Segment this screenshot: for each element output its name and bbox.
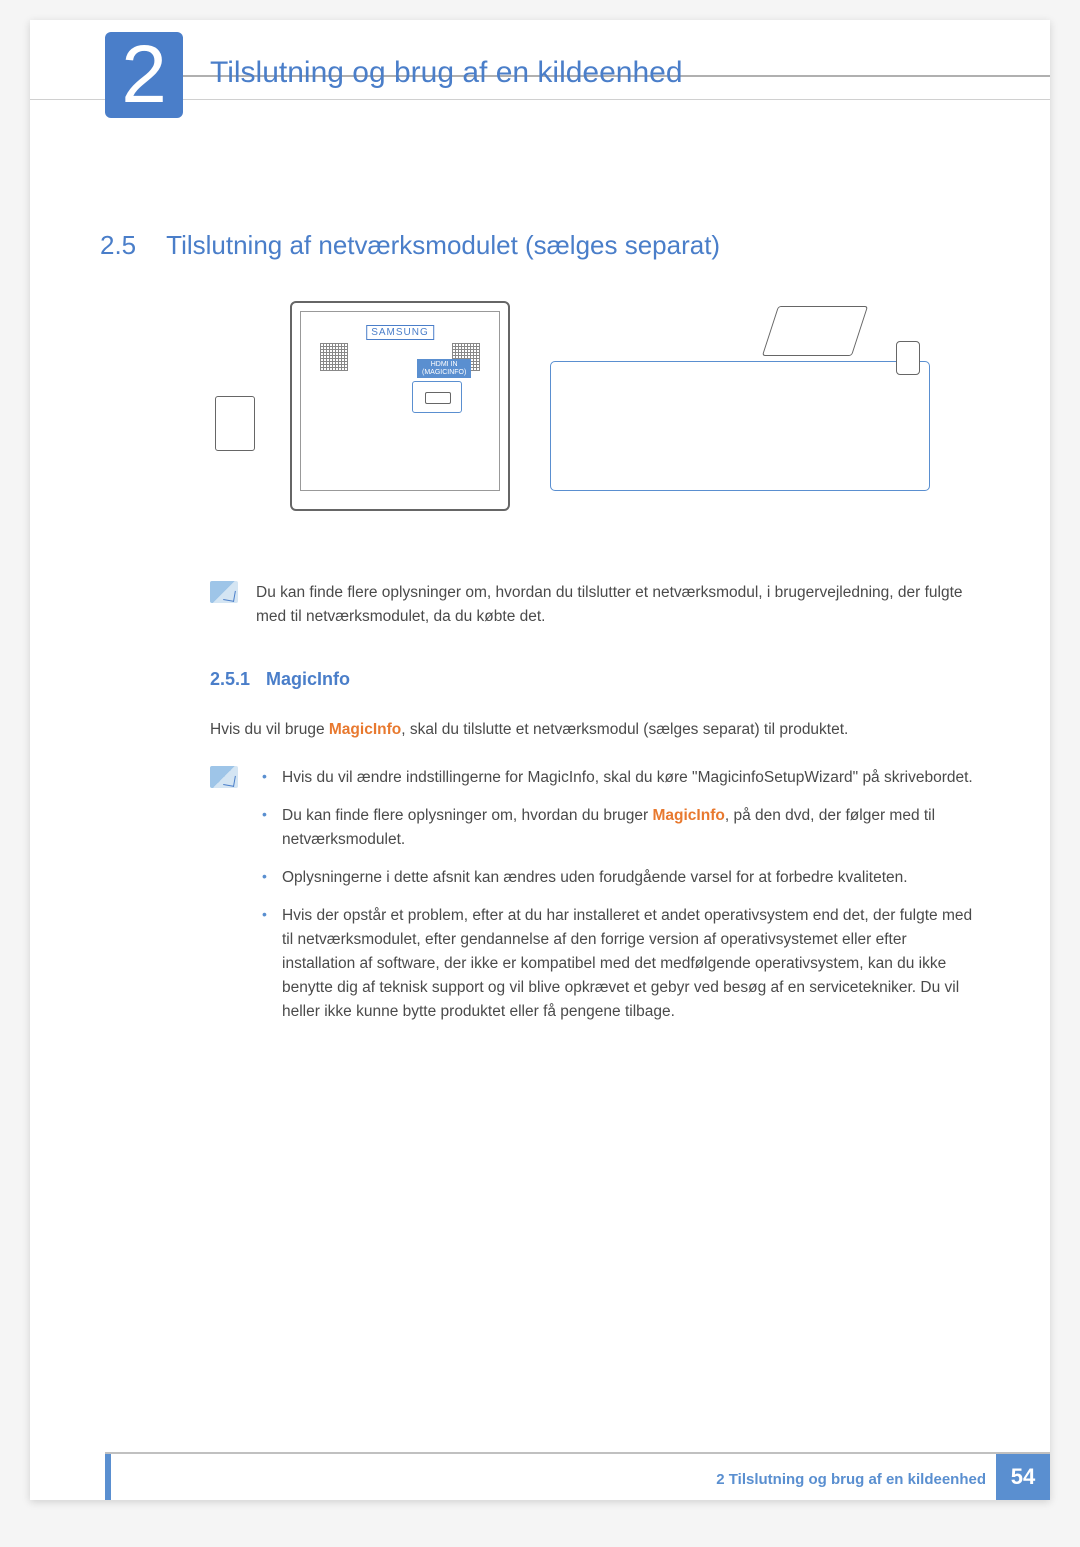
hdmi-port-label: HDMI IN (MAGICINFO)	[417, 359, 471, 378]
note-icon	[210, 766, 238, 788]
power-plug-icon	[896, 341, 920, 375]
subsection-number: 2.5.1	[210, 669, 250, 690]
intro-suffix: , skal du tilslutte et netværksmodul (sæ…	[401, 721, 848, 738]
monitor-rear-icon: SAMSUNG HDMI IN (MAGICINFO)	[290, 301, 510, 511]
page-header: 2 Tilslutning og brug af en kildeenhed	[30, 20, 1050, 100]
chapter-tab: 2	[105, 32, 183, 118]
diagram-box: SAMSUNG HDMI IN (MAGICINFO)	[210, 301, 930, 531]
notes-block: Hvis du vil ændre indstillingerne for Ma…	[210, 766, 980, 1038]
intro-highlight: MagicInfo	[329, 721, 401, 738]
intro-prefix: Hvis du vil bruge	[210, 721, 329, 738]
list-item: Hvis der opstår et problem, efter at du …	[256, 904, 980, 1024]
subsection-title: MagicInfo	[266, 669, 350, 690]
hdmi-port-icon	[412, 381, 462, 413]
bullet-list: Hvis du vil ændre indstillingerne for Ma…	[256, 766, 980, 1038]
manual-page: 2 Tilslutning og brug af en kildeenhed 2…	[30, 20, 1050, 1500]
network-module-box	[550, 361, 930, 491]
page-number: 54	[996, 1454, 1050, 1500]
page-footer: 2 Tilslutning og brug af en kildeenhed 5…	[30, 1454, 1050, 1500]
list-item: Hvis du vil ændre indstillingerne for Ma…	[256, 766, 980, 790]
media-device-icon	[762, 306, 868, 356]
intro-paragraph: Hvis du vil bruge MagicInfo, skal du til…	[210, 718, 980, 742]
connection-diagram: SAMSUNG HDMI IN (MAGICINFO)	[210, 301, 980, 531]
bullet-text: Hvis der opstår et problem, efter at du …	[282, 907, 972, 1020]
bullet-highlight: MagicInfo	[653, 807, 725, 824]
section-heading: 2.5 Tilslutning af netværksmodulet (sælg…	[100, 230, 980, 261]
brand-label: SAMSUNG	[366, 325, 434, 340]
note-icon	[210, 581, 238, 603]
info-note: Du kan finde flere oplysninger om, hvord…	[210, 581, 980, 629]
page-content: 2.5 Tilslutning af netværksmodulet (sælg…	[30, 100, 1050, 1038]
bullet-text: Hvis du vil ændre indstillingerne for Ma…	[282, 769, 973, 786]
footer-rule	[105, 1452, 1050, 1454]
list-item: Du kan finde flere oplysninger om, hvord…	[256, 804, 980, 852]
subsection-heading: 2.5.1 MagicInfo	[210, 669, 980, 690]
bullet-text: Oplysningerne i dette afsnit kan ændres …	[282, 869, 908, 886]
note-text: Du kan finde flere oplysninger om, hvord…	[256, 581, 980, 629]
section-title: Tilslutning af netværksmodulet (sælges s…	[166, 230, 720, 261]
footer-accent	[105, 1454, 111, 1500]
speaker-grille-icon	[320, 343, 348, 371]
bullet-prefix: Du kan finde flere oplysninger om, hvord…	[282, 807, 653, 824]
section-number: 2.5	[100, 230, 136, 261]
port-label-line2: (MAGICINFO)	[422, 369, 466, 376]
wall-outlet-icon	[215, 396, 255, 451]
list-item: Oplysningerne i dette afsnit kan ændres …	[256, 866, 980, 890]
port-label-line1: HDMI IN	[431, 361, 458, 368]
chapter-title: Tilslutning og brug af en kildeenhed	[210, 56, 683, 90]
chapter-number: 2	[121, 34, 167, 116]
footer-chapter-label: 2 Tilslutning og brug af en kildeenhed	[716, 1471, 986, 1488]
